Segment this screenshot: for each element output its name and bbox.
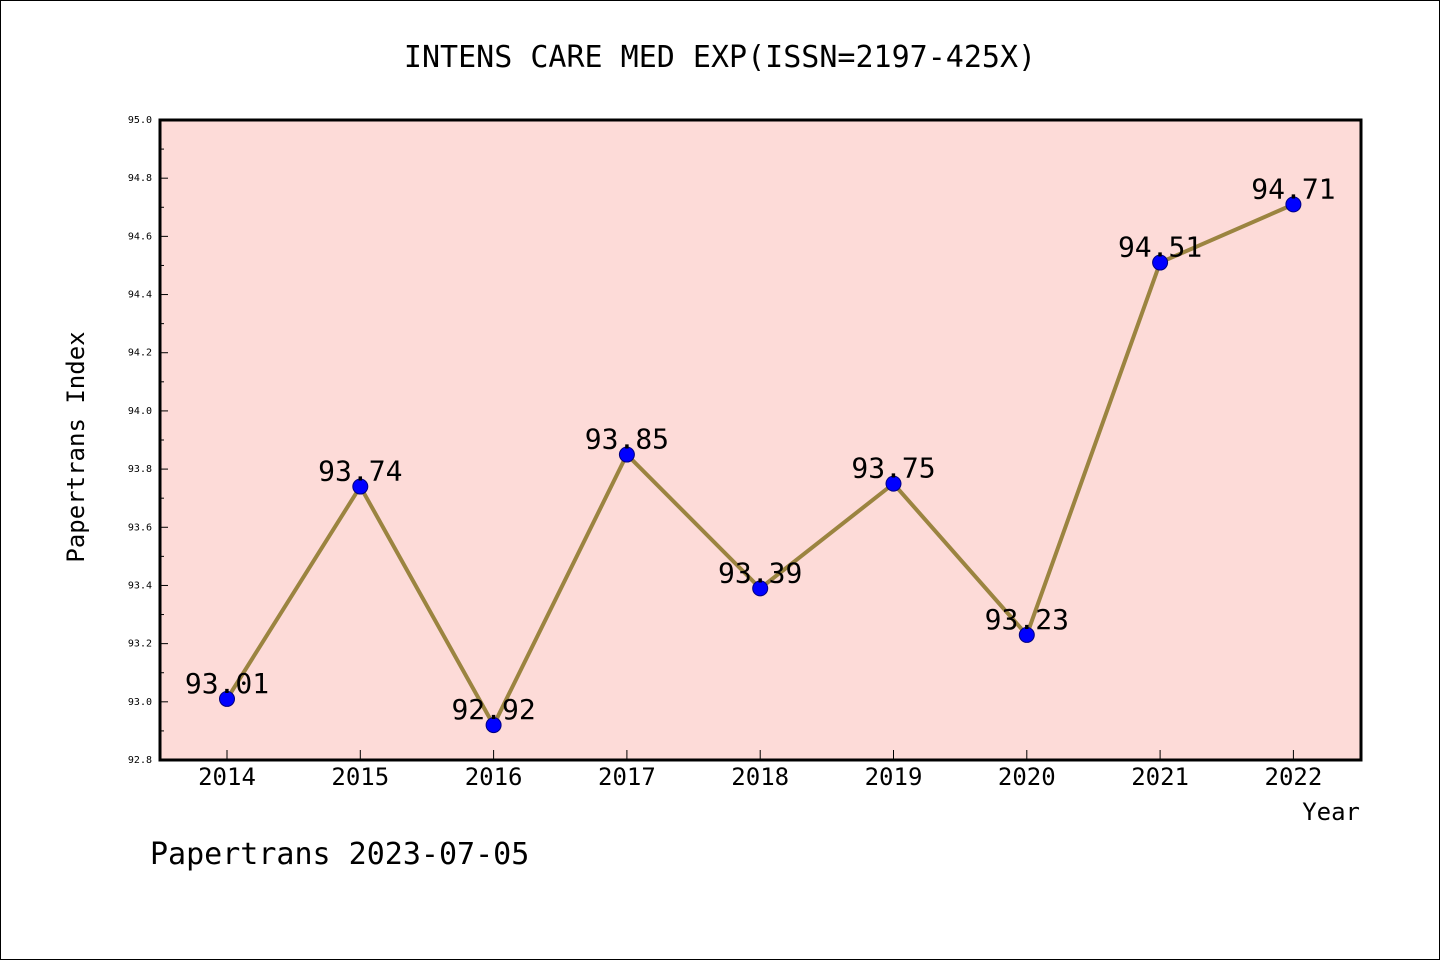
y-tick-label: 93.2 [128, 639, 152, 650]
y-tick-label: 93.6 [128, 522, 152, 533]
y-tick-label: 94.4 [128, 290, 152, 301]
data-label: 93.85 [585, 423, 669, 456]
data-point [219, 690, 235, 707]
data-label: 92.92 [451, 693, 535, 726]
x-axis-label: Year [1302, 798, 1360, 826]
data-point [1285, 196, 1302, 213]
y-tick-label: 94.6 [128, 231, 152, 242]
data-label: 94.71 [1251, 172, 1335, 205]
y-tick-label: 93.0 [128, 697, 152, 708]
data-point [618, 446, 635, 463]
data-label: 93.39 [718, 556, 802, 589]
x-tick-label: 2021 [1131, 763, 1189, 791]
x-tick-label: 2020 [998, 763, 1056, 791]
data-label: 93.74 [318, 455, 402, 488]
data-label: 93.75 [851, 452, 935, 485]
y-axis-ticks: 92.8 93.0 93.2 93.4 93.6 93.8 94.0 94.2 94.4 94.6… [128, 115, 168, 766]
y-tick-label: 95.0 [128, 115, 152, 126]
series-layer [219, 196, 1302, 734]
x-tick-label: 2018 [731, 763, 789, 791]
y-tick-label: 93.4 [128, 580, 152, 591]
data-label: 93.23 [985, 603, 1069, 636]
x-tick-label: 2017 [598, 763, 656, 791]
y-tick-label: 94.2 [128, 348, 152, 359]
x-tick-label: 2014 [198, 763, 256, 791]
x-tick-label: 2019 [865, 763, 923, 791]
y-tick-label: 92.8 [128, 755, 152, 766]
data-labels-layer: 93.01 93.74 92.92 93.85 93.39 93.75 93.23 94.51… [185, 172, 1336, 726]
chart-title: INTENS CARE MED EXP(ISSN=2197-425X) [404, 40, 1036, 75]
data-point [1152, 254, 1169, 271]
y-tick-label: 93.8 [128, 464, 152, 475]
data-label: 94.51 [1118, 231, 1202, 264]
data-point [352, 478, 369, 495]
footer-stamp: Papertrans 2023-07-05 [150, 837, 529, 872]
x-tick-label: 2015 [331, 763, 389, 791]
x-tick-label: 2022 [1265, 763, 1323, 791]
plot-border [158, 118, 1363, 762]
y-tick-label: 94.8 [128, 173, 152, 184]
data-label: 93.01 [185, 667, 269, 700]
data-point [1018, 626, 1035, 643]
y-tick-label: 94.0 [128, 406, 152, 417]
x-axis-ticks: 2014 2015 2016 2017 2018 2019 2020 2021 2022 [198, 750, 1322, 791]
data-point [885, 475, 902, 492]
y-axis-label: Papertrans Index [62, 331, 90, 562]
plot-area [160, 120, 1361, 760]
x-tick-label: 2016 [465, 763, 523, 791]
data-point [485, 717, 502, 734]
data-point [752, 580, 769, 597]
